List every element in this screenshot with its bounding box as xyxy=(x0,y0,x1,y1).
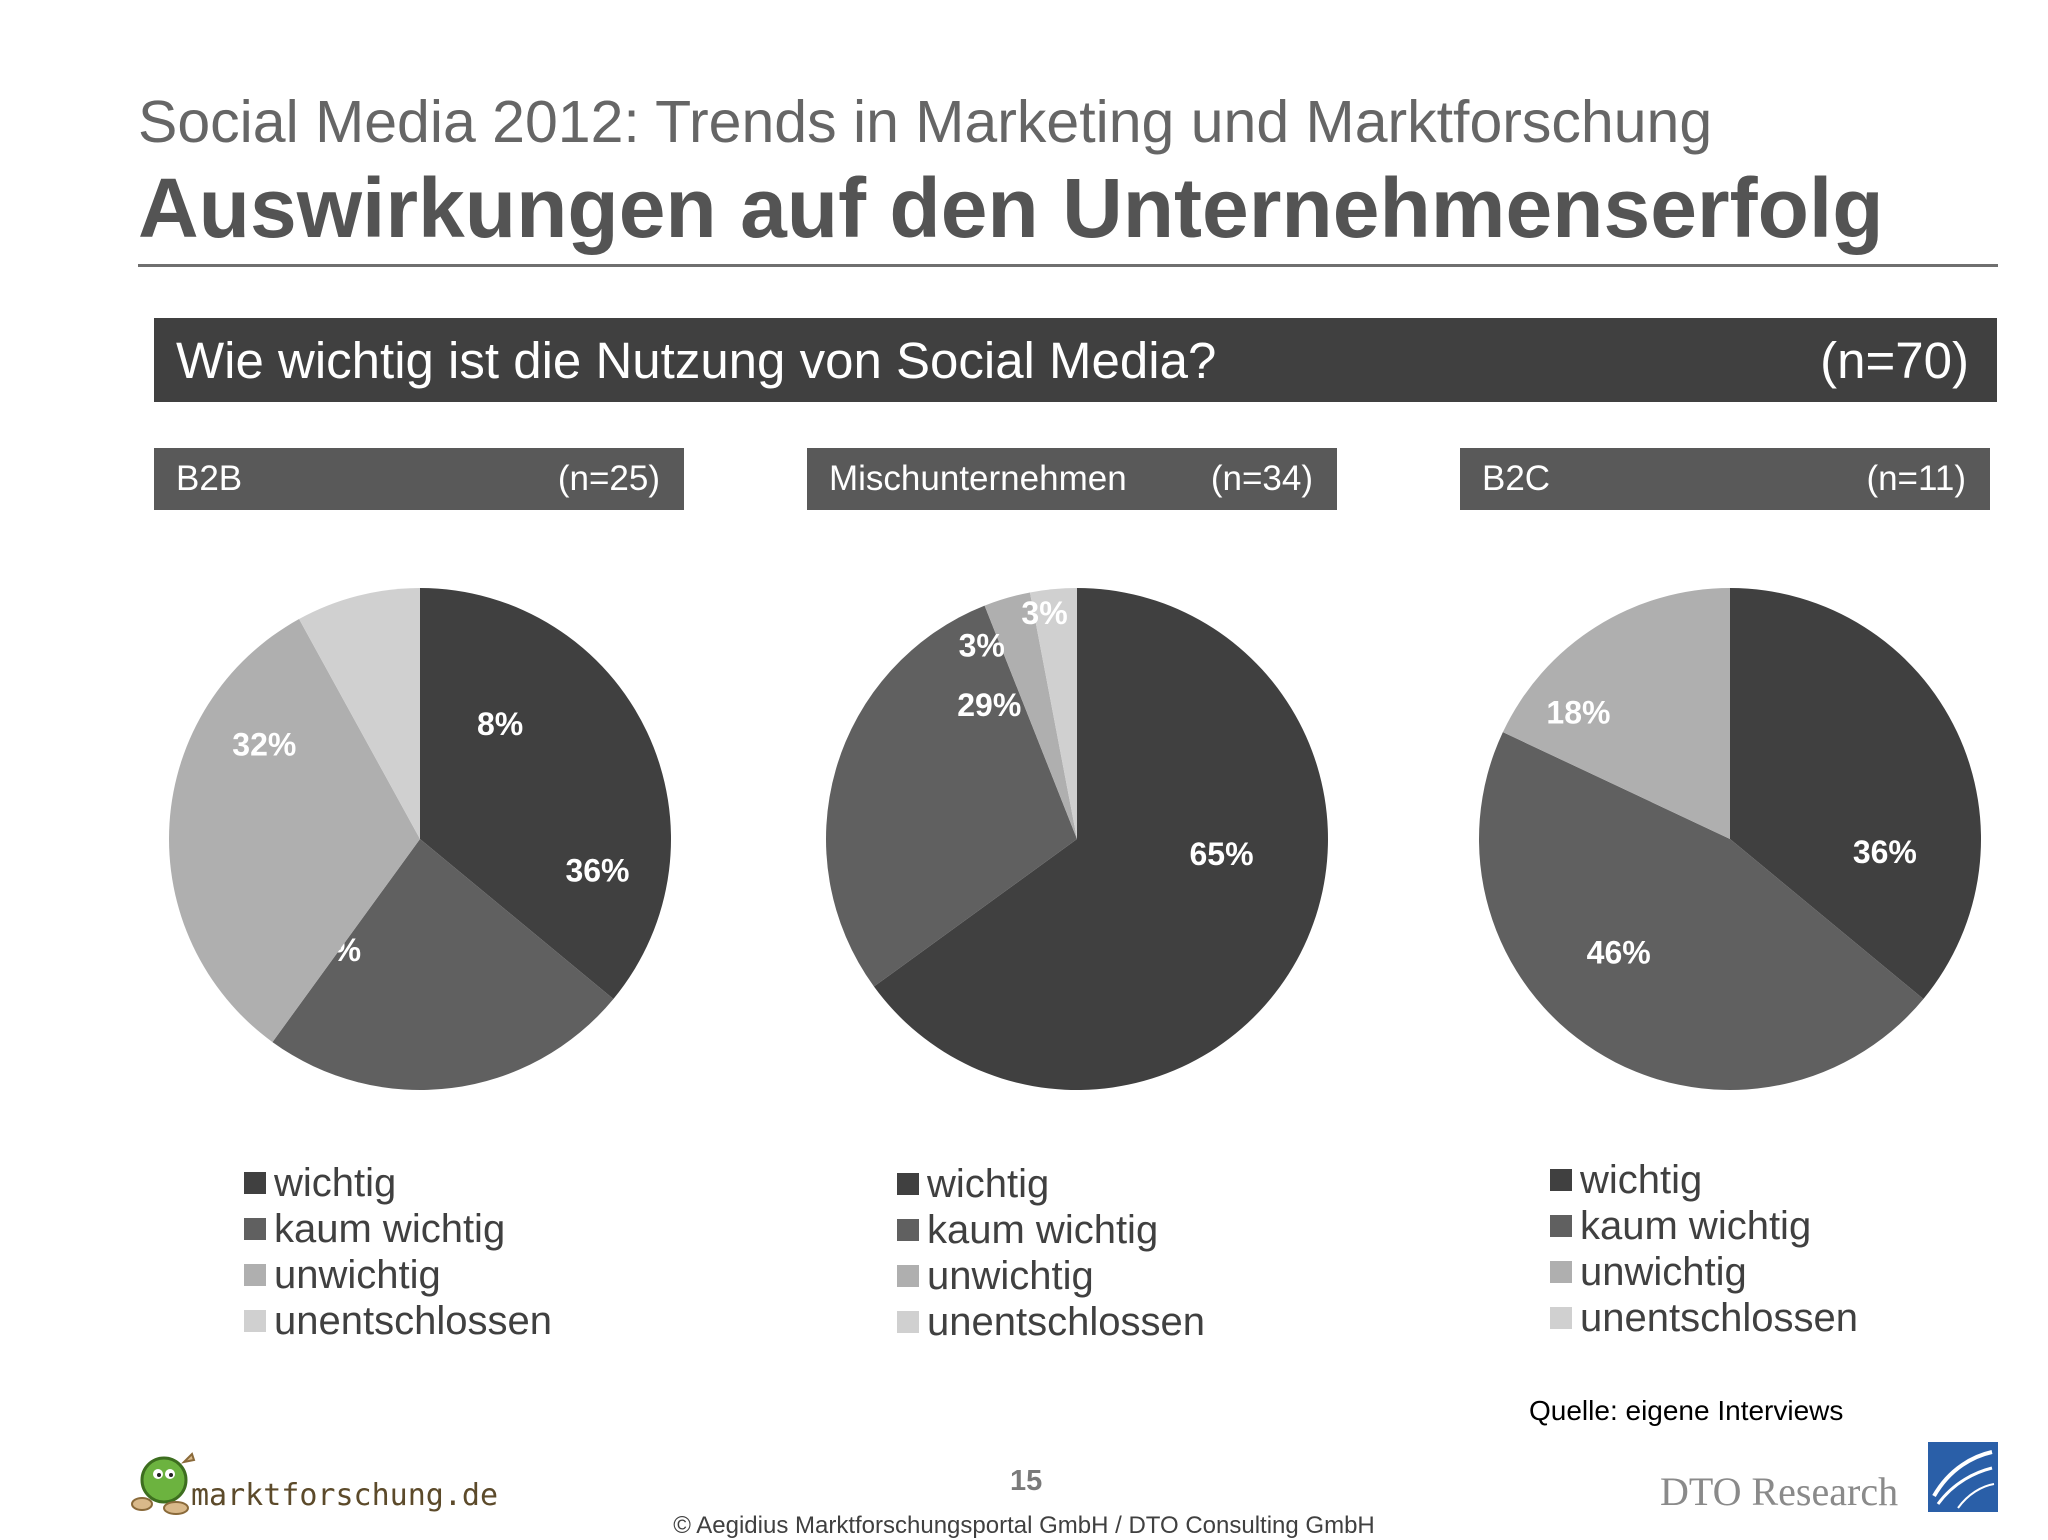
legend-b2b: wichtig kaum wichtig unwichtig unentschl… xyxy=(244,1160,552,1344)
legend-swatch xyxy=(897,1173,919,1195)
legend-item: unwichtig xyxy=(1550,1249,1858,1295)
group-header-b2c: B2C (n=11) xyxy=(1460,448,1990,510)
group-sample-size: (n=11) xyxy=(1866,459,1966,498)
legend-label: unwichtig xyxy=(274,1253,441,1297)
legend-label: unentschlossen xyxy=(1580,1296,1858,1340)
pie-slice-kaum-wichtig xyxy=(826,605,1077,987)
legend-item: unentschlossen xyxy=(897,1299,1205,1345)
pie-slice-unentschlossen xyxy=(299,588,420,839)
legend-item: unwichtig xyxy=(244,1252,552,1298)
legend-swatch xyxy=(897,1219,919,1241)
legend-swatch xyxy=(1550,1169,1572,1191)
legend-item: unentschlossen xyxy=(244,1298,552,1344)
pie-slice-unwichtig xyxy=(1502,588,1730,839)
pie-slice-kaum-wichtig xyxy=(1478,732,1924,1091)
marktforschung-logo-text: marktforschung.de xyxy=(191,1478,499,1513)
pie-slice-kaum-wichtig xyxy=(272,839,614,1090)
group-title: B2B xyxy=(176,459,243,498)
pie-chart-mischunternehmen: 65% 29% 3% 3% xyxy=(826,588,1328,1090)
legend-label: unentschlossen xyxy=(274,1299,552,1343)
legend-item: unwichtig xyxy=(897,1253,1205,1299)
group-header-b2b: B2B (n=25) xyxy=(154,448,684,510)
legend-mischunternehmen: wichtig kaum wichtig unwichtig unentschl… xyxy=(897,1161,1205,1345)
legend-swatch xyxy=(1550,1307,1572,1329)
data-label: 65% xyxy=(1189,836,1253,872)
legend-item: wichtig xyxy=(897,1161,1205,1207)
group-sample-size: (n=34) xyxy=(1210,459,1313,498)
question-bar: Wie wichtig ist die Nutzung von Social M… xyxy=(154,318,1997,402)
pie-chart-b2b: 36%24%32%8% xyxy=(168,588,671,1090)
data-label: 8% xyxy=(477,706,523,742)
data-label: 3% xyxy=(1021,595,1067,631)
pie-slice-wichtig xyxy=(873,588,1328,1090)
legend-label: wichtig xyxy=(1580,1158,1703,1202)
data-label: 3% xyxy=(959,628,1005,664)
legend-item: wichtig xyxy=(1550,1157,1858,1203)
data-label: 18% xyxy=(1546,695,1610,731)
slide-subtitle: Social Media 2012: Trends in Marketing u… xyxy=(138,89,1713,155)
title-divider xyxy=(138,264,1998,267)
legend-item: kaum wichtig xyxy=(1550,1203,1858,1249)
legend-label: unwichtig xyxy=(1580,1250,1747,1294)
data-label: 36% xyxy=(1853,834,1917,870)
marktforschung-mascot-icon xyxy=(131,1452,196,1515)
legend-swatch xyxy=(1550,1215,1572,1237)
pie-slice-wichtig xyxy=(1730,588,1981,999)
legend-item: kaum wichtig xyxy=(897,1207,1205,1253)
question-text: Wie wichtig ist die Nutzung von Social M… xyxy=(176,331,1217,389)
pie-chart-b2c: 36% 46% 18% xyxy=(1478,588,1981,1091)
legend-label: unwichtig xyxy=(927,1254,1094,1298)
legend-label: kaum wichtig xyxy=(274,1207,506,1251)
legend-swatch xyxy=(244,1264,266,1286)
group-sample-size: (n=25) xyxy=(557,459,660,498)
dto-research-logo-text: DTO Research xyxy=(1660,1469,1899,1514)
legend-label: kaum wichtig xyxy=(1580,1204,1812,1248)
legend-swatch xyxy=(897,1265,919,1287)
pie-slice-unentschlossen xyxy=(1029,588,1077,839)
data-label: 29% xyxy=(957,687,1021,723)
group-header-mischunternehmen: Mischunternehmen (n=34) xyxy=(807,448,1337,510)
pie-slice-unwichtig xyxy=(984,592,1077,839)
legend-item: unentschlossen xyxy=(1550,1295,1858,1341)
question-sample-size: (n=70) xyxy=(1820,331,1969,389)
page-number: 15 xyxy=(1010,1465,1043,1497)
data-label: 36% xyxy=(565,853,629,889)
legend-item: wichtig xyxy=(244,1160,552,1206)
legend-item: kaum wichtig xyxy=(244,1206,552,1252)
legend-label: unentschlossen xyxy=(927,1300,1205,1344)
legend-swatch xyxy=(244,1172,266,1194)
copyright-notice: © Aegidius Marktforschungsportal GmbH / … xyxy=(673,1512,1375,1539)
data-label: 32% xyxy=(232,727,296,763)
legend-swatch xyxy=(1550,1261,1572,1283)
group-title: B2C xyxy=(1482,459,1551,498)
slide-title: Auswirkungen auf den Unternehmenserfolg xyxy=(138,161,1884,255)
legend-swatch xyxy=(244,1310,266,1332)
legend-swatch xyxy=(244,1218,266,1240)
legend-label: wichtig xyxy=(927,1162,1050,1206)
dto-research-logo-icon xyxy=(1928,1442,1998,1512)
group-title: Mischunternehmen xyxy=(829,459,1127,498)
pie-slice-unwichtig xyxy=(168,619,420,1043)
source-note: Quelle: eigene Interviews xyxy=(1529,1395,1844,1426)
legend-swatch xyxy=(897,1311,919,1333)
data-label: 46% xyxy=(1587,934,1651,970)
legend-label: kaum wichtig xyxy=(927,1208,1159,1252)
legend-b2c: wichtig kaum wichtig unwichtig unentschl… xyxy=(1550,1157,1858,1341)
pie-slice-wichtig xyxy=(420,588,671,999)
legend-label: wichtig xyxy=(274,1161,397,1205)
